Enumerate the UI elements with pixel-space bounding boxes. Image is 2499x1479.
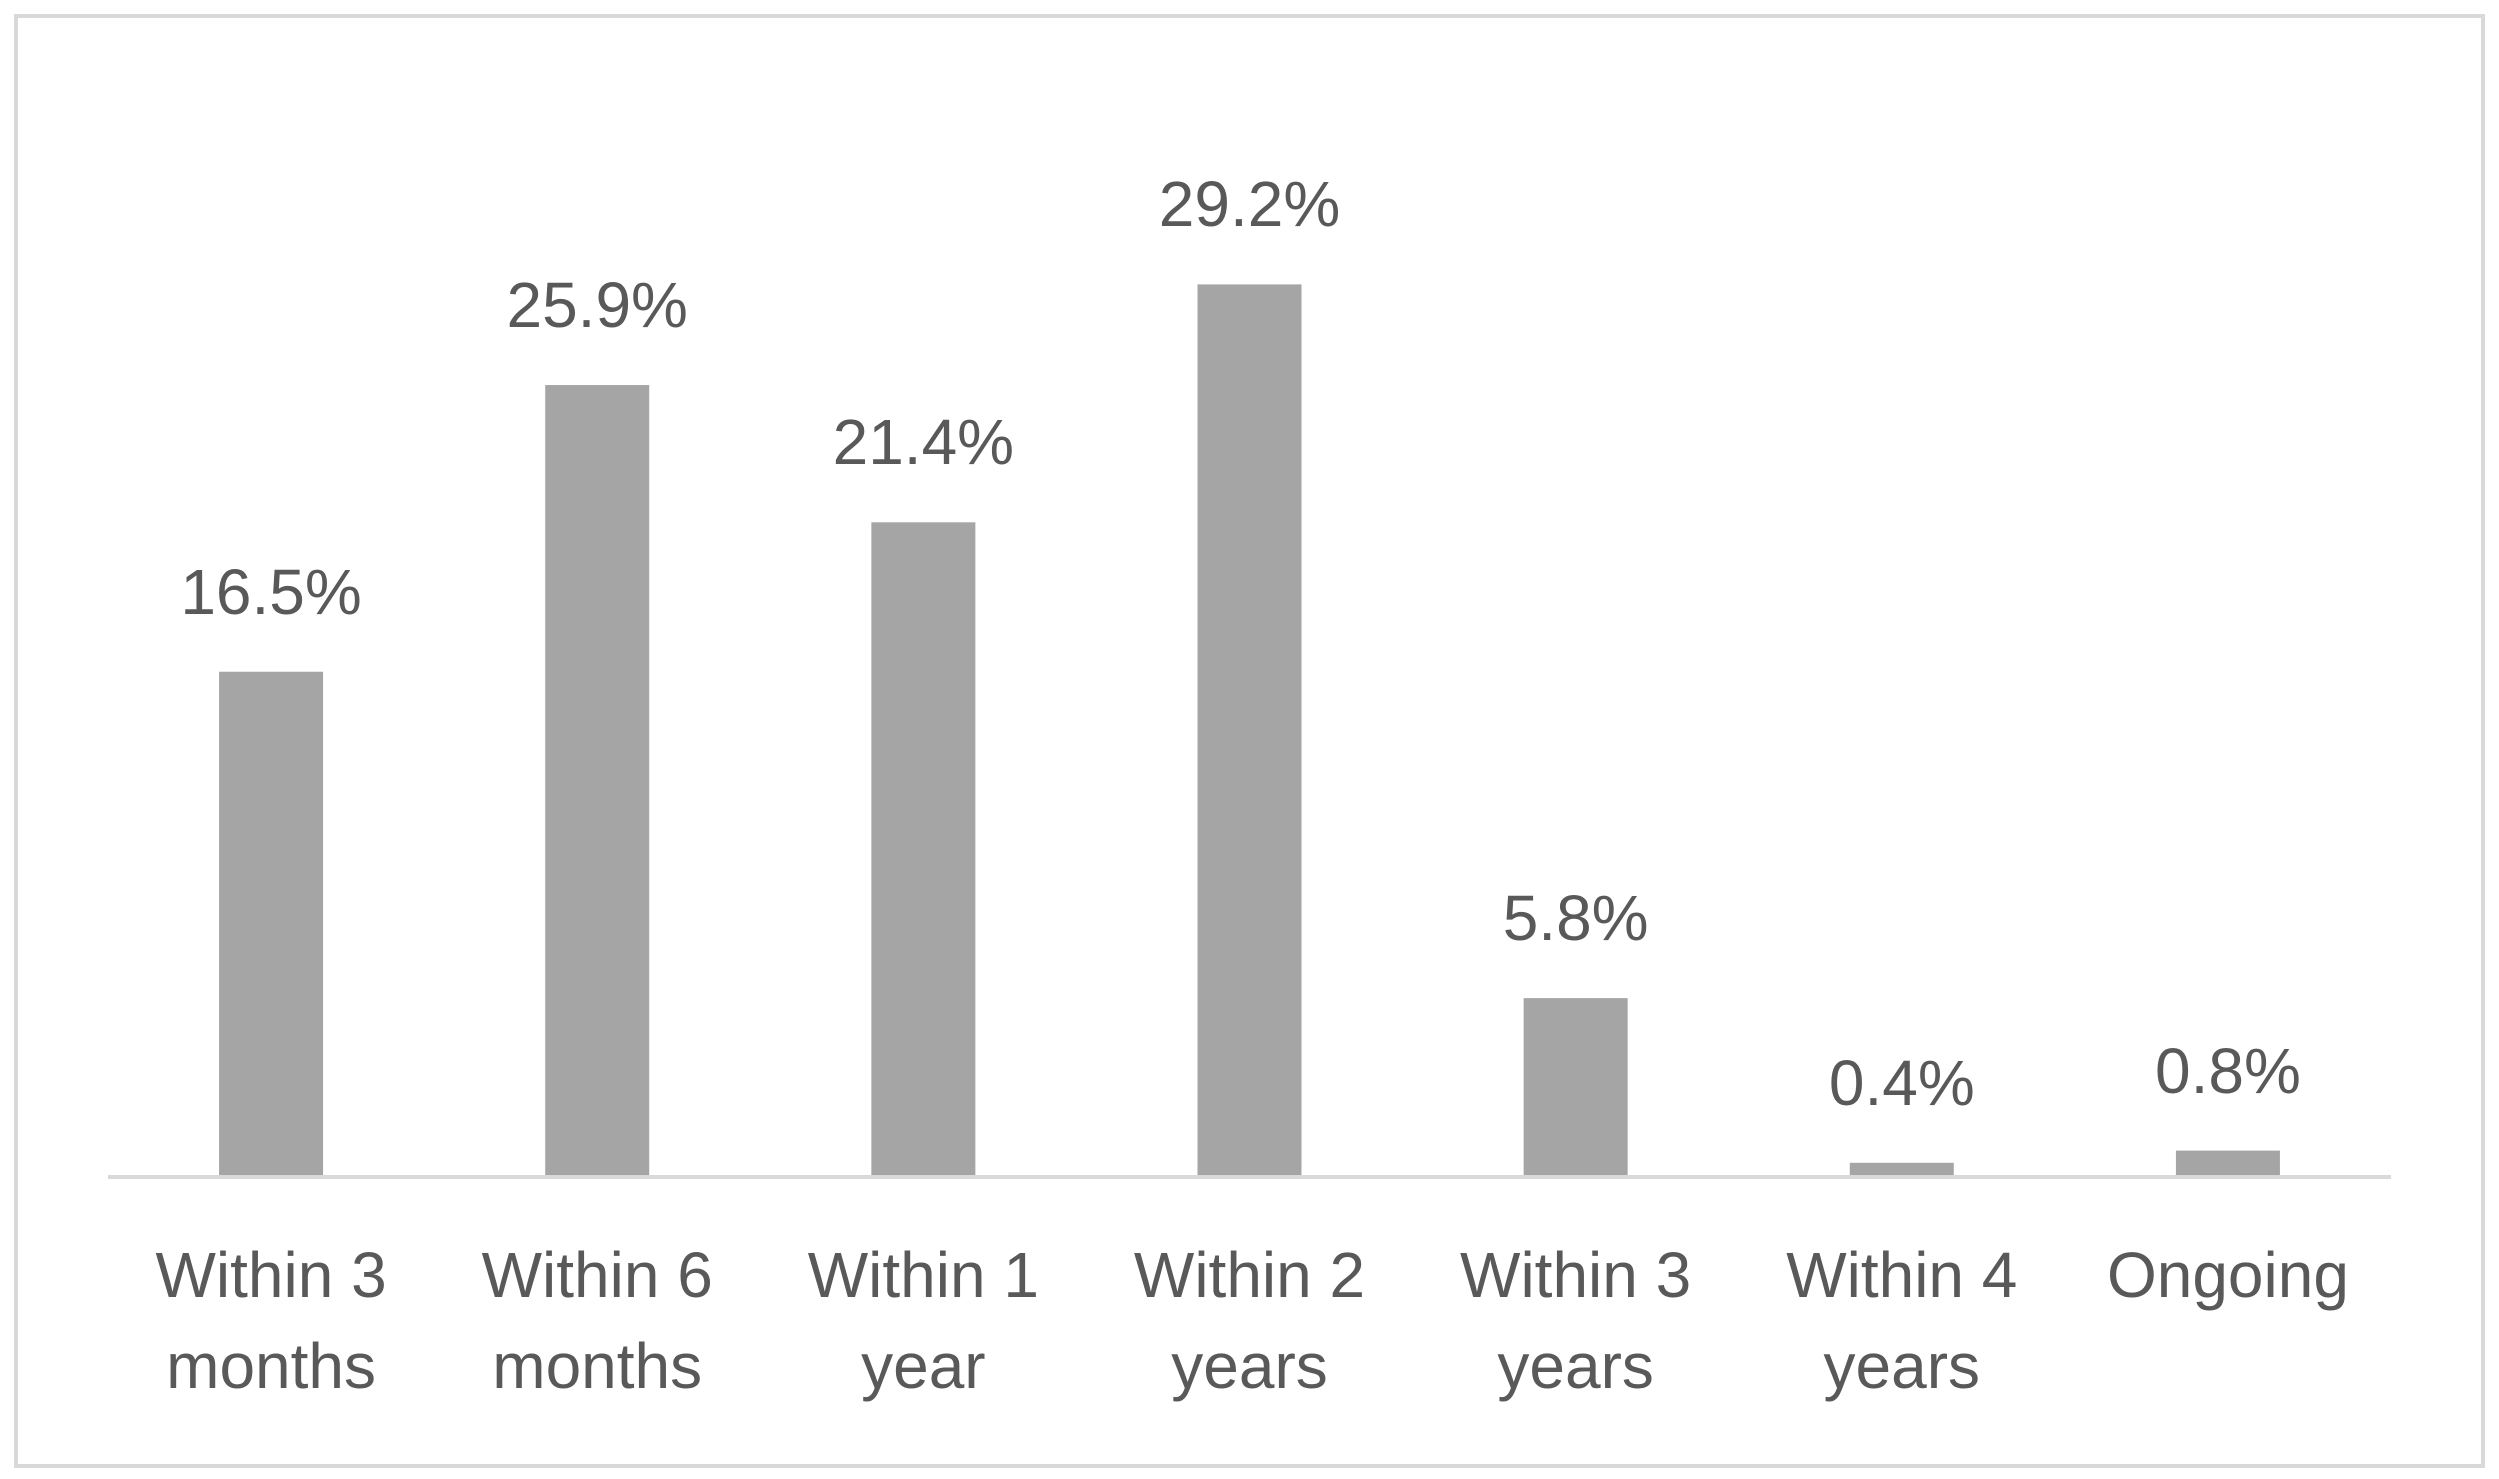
bar: [1197, 284, 1302, 1175]
value-label: 0.8%: [2154, 1034, 2301, 1107]
x-tick-label: Within 6 months: [481, 1239, 713, 1402]
bar: [871, 522, 976, 1175]
bar: [1523, 998, 1628, 1175]
x-tick-label: Within 3 months: [155, 1239, 387, 1402]
value-label: 21.4%: [832, 406, 1015, 479]
bar: [1849, 1162, 1954, 1175]
value-label: 16.5%: [180, 555, 362, 628]
value-label: 29.2%: [1158, 168, 1341, 241]
value-label: 25.9%: [506, 269, 688, 342]
value-label: 5.8%: [1502, 882, 1649, 955]
x-tick-label: Ongoing: [2106, 1239, 2349, 1311]
bar: [545, 385, 650, 1175]
x-tick-label: Within 2 years: [1133, 1239, 1366, 1402]
bar: [219, 671, 324, 1175]
x-tick-label: Within 4 years: [1786, 1239, 2018, 1402]
bar: [2175, 1150, 2280, 1175]
x-tick-label: Within 3 years: [1460, 1239, 1692, 1402]
value-label: 0.4%: [1828, 1046, 1975, 1119]
x-tick-label: Within 1 year: [807, 1239, 1039, 1402]
